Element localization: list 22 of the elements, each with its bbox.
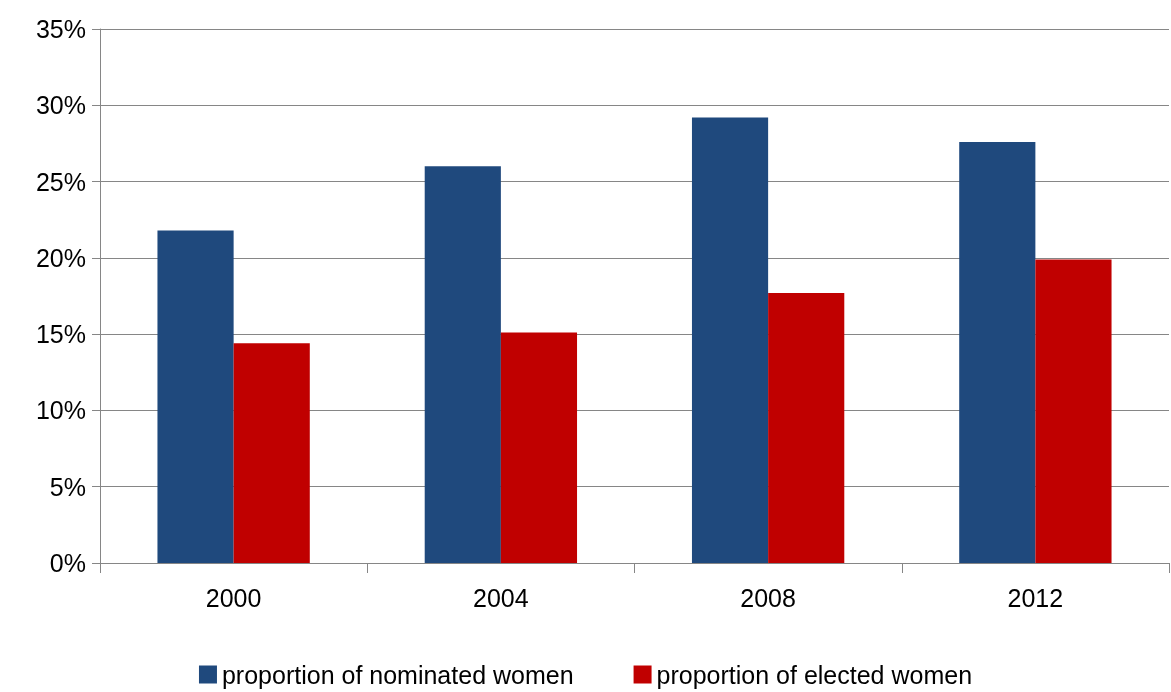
y-tick-label: 0%	[49, 549, 86, 577]
bar	[1035, 259, 1112, 563]
bar	[500, 332, 578, 563]
y-tick-label: 25%	[35, 167, 86, 196]
y-tick-label: 5%	[49, 472, 86, 501]
y-tick-label: 35%	[35, 15, 86, 43]
x-tick-label: 2012	[1007, 583, 1064, 612]
x-tick-label: 2000	[205, 583, 262, 612]
y-tick-label: 15%	[35, 320, 86, 349]
bar	[959, 141, 1036, 563]
bar	[691, 117, 769, 563]
legend-label: proportion of nominated women	[221, 660, 574, 689]
legend-label: proportion of elected women	[656, 660, 973, 689]
y-tick-label: 30%	[35, 91, 86, 120]
x-tick-label: 2008	[740, 583, 796, 612]
x-tick-label: 2004	[473, 583, 529, 612]
bar	[157, 230, 234, 563]
bar	[768, 292, 845, 563]
y-tick-label: 10%	[35, 396, 86, 425]
y-tick-label: 20%	[35, 243, 86, 272]
bar	[233, 343, 310, 563]
bar	[424, 166, 501, 563]
